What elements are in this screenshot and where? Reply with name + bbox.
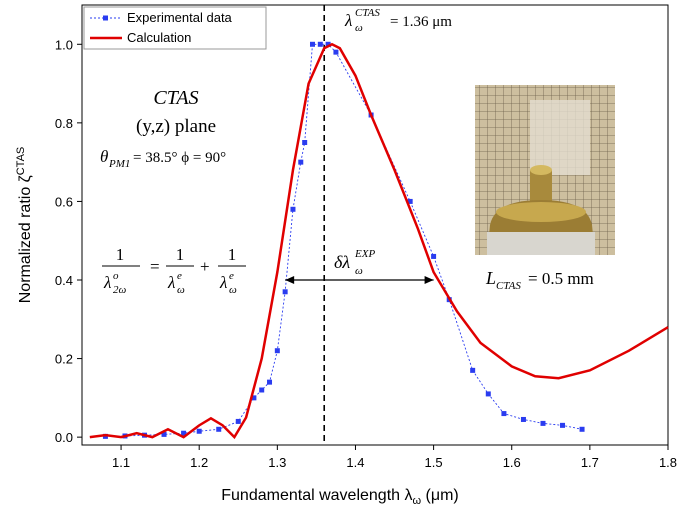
data-point — [196, 428, 202, 434]
annotations: λ ω CTAS = 1.36 μm CTAS (y,z) plane θ PM… — [100, 7, 594, 296]
y-tick-label: 0.0 — [55, 430, 73, 445]
data-point — [259, 387, 265, 393]
annotation: (y,z) plane — [136, 116, 216, 137]
x-tick-label: 1.2 — [190, 455, 208, 470]
x-axis-label-part: (μm) — [421, 487, 459, 504]
series-line — [89, 42, 669, 440]
y-tick-label: 0.2 — [55, 352, 73, 367]
annotation: PM1 — [108, 158, 130, 170]
data-point — [216, 426, 222, 432]
annotation: = 0.5 mm — [528, 269, 594, 288]
equation: 1 λ 2ω o = 1 λ ω e + 1 λ ω e — [102, 245, 246, 296]
data-point — [302, 140, 308, 145]
annotation: 2ω — [113, 284, 127, 296]
plot-frame — [81, 4, 669, 446]
x-axis-label-part: ω — [412, 495, 421, 507]
annotation: CTAS — [496, 280, 521, 292]
annotation: = — [150, 257, 160, 276]
data-point — [431, 253, 437, 259]
annotation: ω — [355, 265, 363, 277]
annotation: ω — [229, 284, 237, 296]
annotation: + — [200, 257, 210, 276]
arrow-head — [285, 276, 295, 284]
arrow-head — [424, 276, 434, 284]
annotation: λ — [344, 11, 352, 30]
annotation: = 38.5° ϕ = 90° — [133, 150, 226, 166]
x-tick-label: 1.7 — [581, 455, 599, 470]
data-point — [274, 348, 280, 354]
data-point — [267, 379, 273, 385]
annotation: 1 — [228, 245, 237, 264]
data-point — [579, 426, 585, 432]
annotation: θ — [100, 147, 108, 166]
x-axis-label-part: Fundamental wavelength λ — [221, 487, 412, 504]
photo — [475, 85, 615, 255]
data-point — [407, 198, 413, 204]
data-point — [560, 422, 566, 428]
annotation: o — [113, 270, 119, 282]
y-tick-label: 0.6 — [55, 194, 73, 209]
annotation: δλ — [334, 252, 350, 272]
annotation: ω — [355, 22, 363, 34]
data-point — [282, 289, 288, 295]
annotation: ω — [177, 284, 185, 296]
legend: Experimental data Calculation — [83, 6, 267, 50]
y-tick-label: 1.0 — [55, 37, 73, 52]
data-point — [251, 395, 257, 401]
annotation: λ — [167, 273, 175, 292]
data-point — [235, 418, 241, 424]
annotation: L — [485, 268, 496, 288]
data-point — [309, 41, 315, 47]
y-tick-label: 0.4 — [55, 273, 73, 288]
data-point — [325, 41, 331, 47]
data-point — [501, 411, 507, 417]
x-tick-label: 1.1 — [112, 455, 130, 470]
annotation: e — [229, 270, 234, 282]
annotation: 1 — [116, 245, 125, 264]
data-point — [485, 391, 491, 397]
y-tick-label: 0.8 — [55, 116, 73, 131]
x-tick-label: 1.4 — [346, 455, 364, 470]
legend-marker — [103, 15, 108, 21]
x-tick-label: 1.5 — [425, 455, 443, 470]
annotation: λ — [103, 273, 111, 292]
y-axis-label-part: Normalized ratio ζ — [17, 175, 34, 303]
annotation: CTAS — [153, 87, 198, 109]
legend-label: Calculation — [127, 30, 191, 45]
data-point — [520, 416, 526, 422]
annotation: 1 — [176, 245, 185, 264]
annotation: = 1.36 μm — [390, 14, 452, 30]
data-point — [470, 367, 476, 373]
plot: 1.1 1.2 1.3 1.4 1.5 1.6 1.7 1.8 0.0 0.2 0.4 0.6 0.8 1… — [55, 4, 677, 470]
y-axis-label-part: CTAS — [15, 147, 27, 176]
annotation: λ — [219, 273, 227, 292]
annotation: CTAS — [355, 7, 380, 19]
x-tick-label: 1.8 — [659, 455, 677, 470]
data-point — [540, 420, 546, 426]
data-point — [317, 41, 323, 47]
data-point — [161, 431, 167, 437]
legend-label: Experimental data — [127, 10, 233, 25]
legend-box — [83, 6, 267, 50]
annotation: e — [177, 270, 182, 282]
y-axis-label: Normalized ratio ζCTAS — [15, 147, 34, 304]
x-axis-label: Fundamental wavelength λω (μm) — [221, 487, 458, 507]
data-point — [181, 430, 187, 436]
annotation: EXP — [354, 248, 375, 260]
data-point — [333, 49, 339, 55]
data-point — [290, 206, 296, 212]
x-tick-label: 1.3 — [268, 455, 286, 470]
x-tick-label: 1.6 — [503, 455, 521, 470]
data-point — [298, 159, 304, 165]
